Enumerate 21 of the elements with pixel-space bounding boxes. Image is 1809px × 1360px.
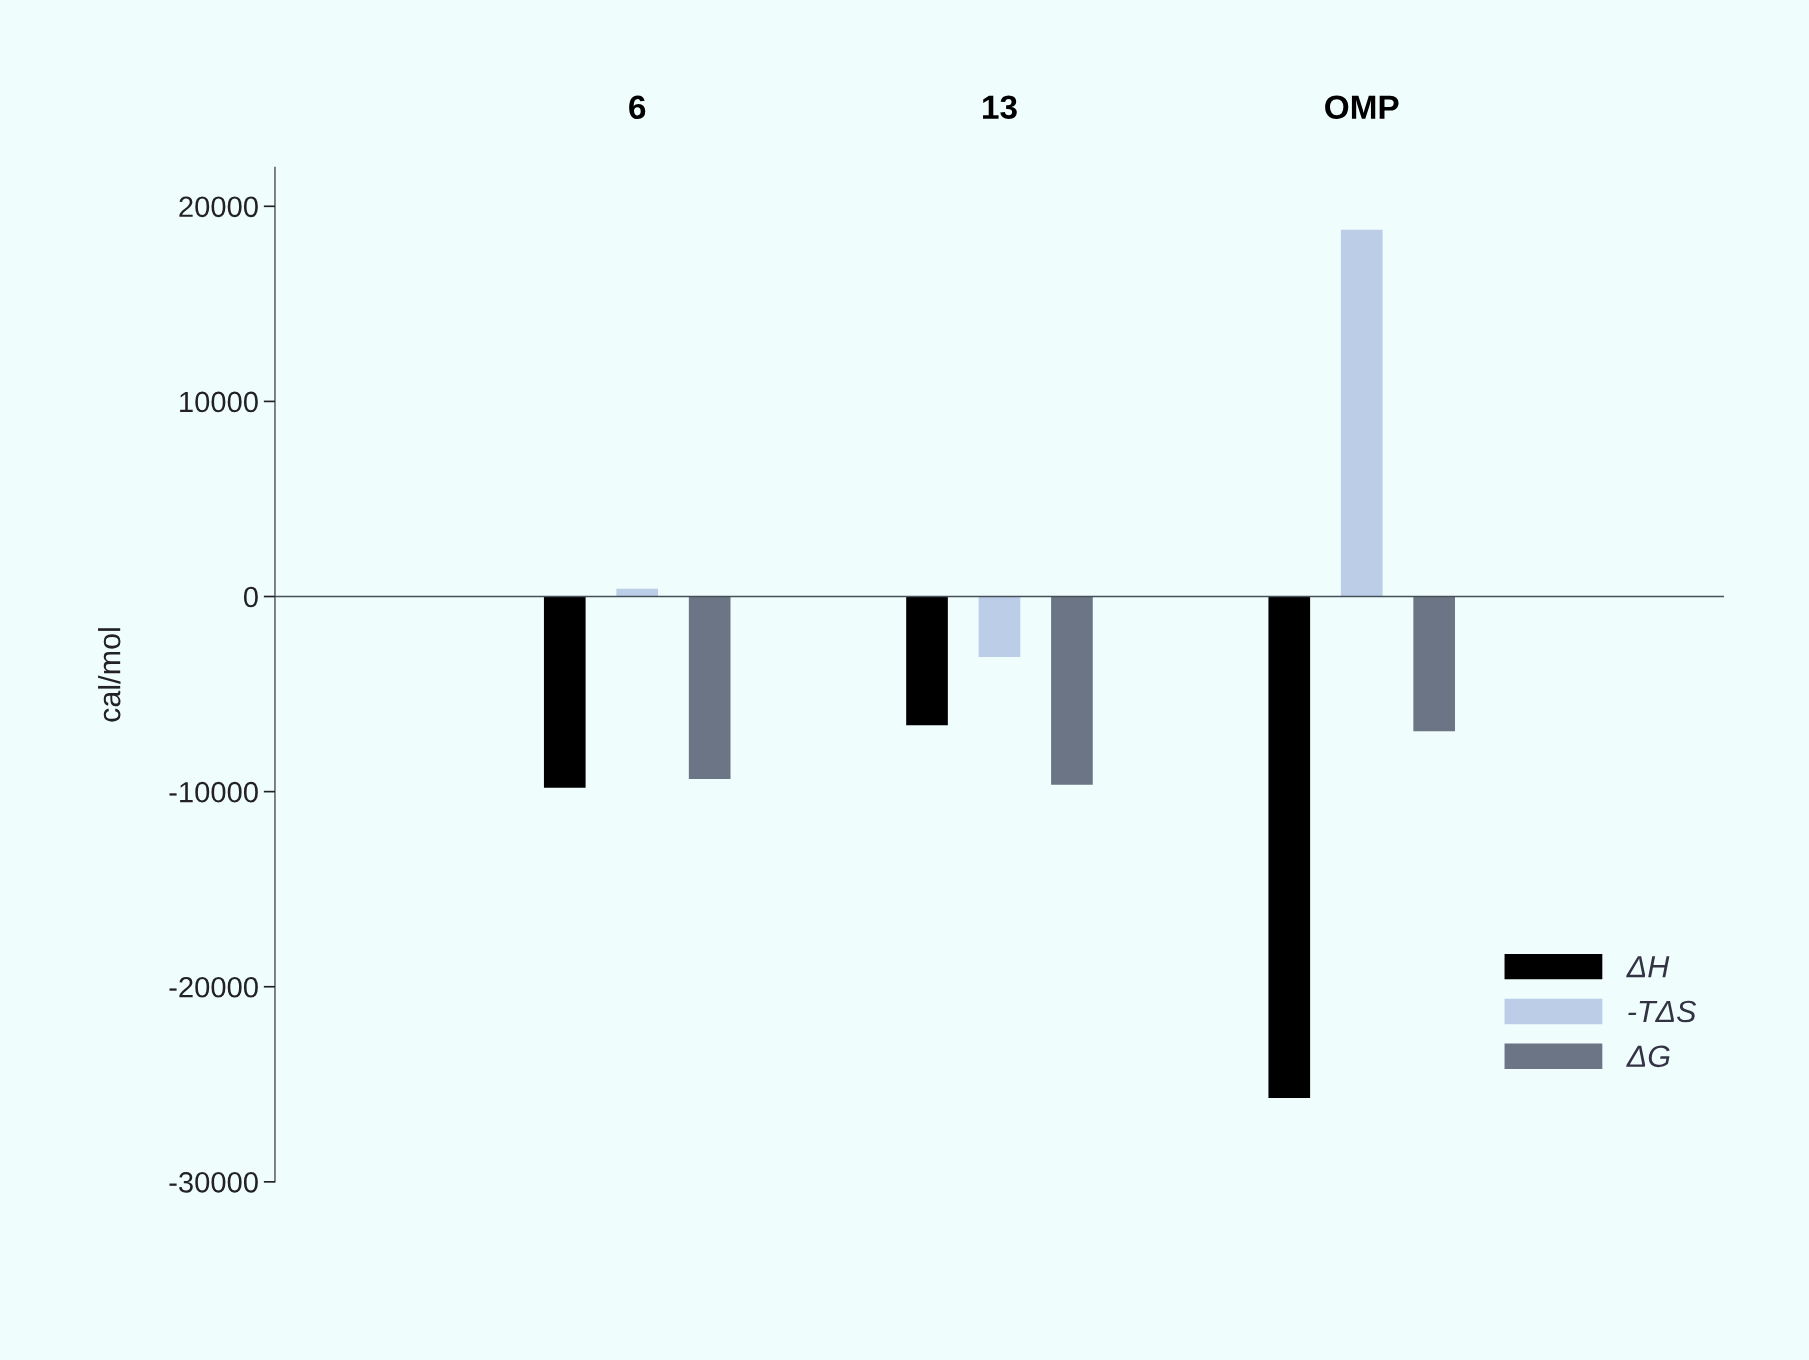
bar [906, 596, 948, 726]
bar [1051, 596, 1093, 785]
x-tick-label: 6 [629, 95, 646, 120]
legend-label: ΔG [1626, 1045, 1670, 1068]
bar [1413, 596, 1455, 732]
bar [688, 596, 731, 779]
y-tick-label: 10000 [180, 391, 258, 413]
bar [1268, 596, 1311, 1098]
y-axis-title: cal/mol [98, 628, 121, 722]
bar [1340, 229, 1383, 597]
x-tick-label: OMP [1325, 95, 1399, 120]
y-tick-label: 20000 [179, 196, 258, 218]
bar [978, 596, 1021, 657]
bar [543, 596, 586, 788]
y-tick-label: -20000 [169, 976, 258, 998]
legend-label: ΔH [1626, 956, 1670, 978]
y-tick-label: -30000 [169, 1172, 258, 1193]
y-tick-label: 0 [243, 586, 258, 608]
legend-label: -TΔS [1628, 1000, 1697, 1023]
y-tick-label: -10000 [169, 781, 258, 803]
x-tick-label: 13 [983, 95, 1017, 120]
